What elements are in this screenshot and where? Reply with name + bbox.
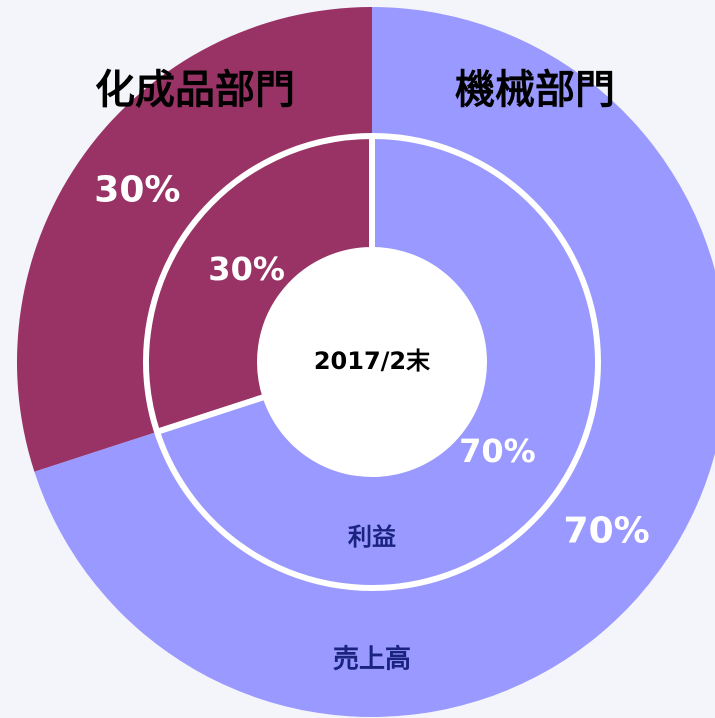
donut-hole — [260, 250, 484, 474]
donut-slice — [34, 7, 715, 717]
value-label: 70% — [459, 432, 536, 470]
value-label: 70% — [564, 510, 650, 551]
category-label: 機械部門 — [455, 67, 615, 113]
ring-label: 利益 — [348, 523, 396, 551]
value-label: 30% — [94, 170, 180, 211]
donut-slice — [16, 7, 372, 472]
center-label: 2017/2末 — [314, 347, 431, 375]
value-label: 30% — [208, 250, 285, 288]
ring-label: 売上高 — [333, 644, 411, 675]
ring-divider — [143, 133, 601, 591]
category-label: 化成品部門 — [95, 67, 295, 113]
